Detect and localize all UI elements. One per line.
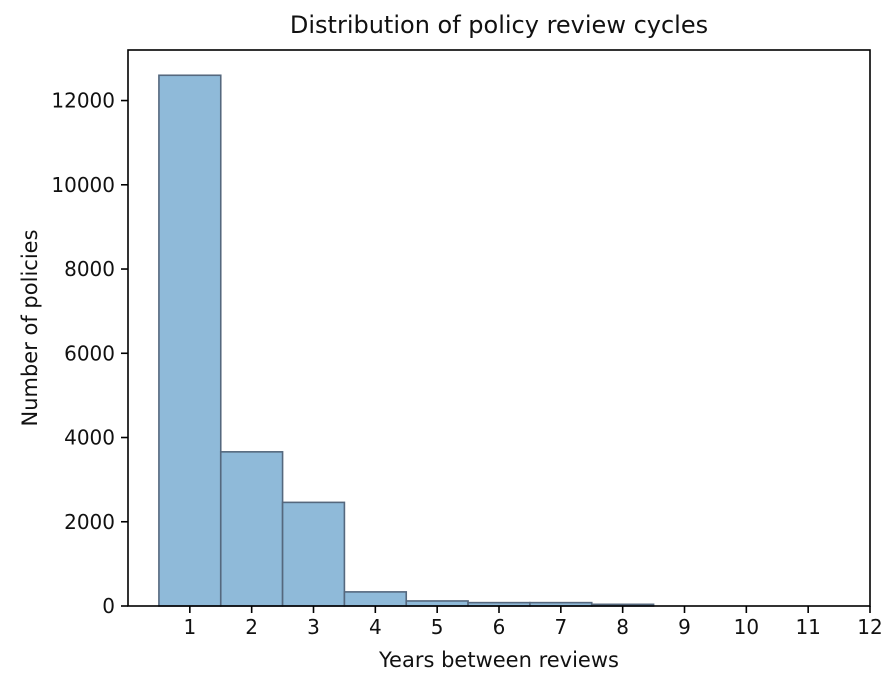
x-tick-label: 4 <box>369 615 382 639</box>
y-tick-label: 4000 <box>64 426 115 450</box>
histogram-bar <box>343 591 408 607</box>
y-axis-label: Number of policies <box>18 229 42 426</box>
histogram-bar <box>219 451 284 607</box>
x-axis-label: Years between reviews <box>378 648 619 672</box>
y-tick-label: 10000 <box>51 173 115 197</box>
x-tick-label: 6 <box>493 615 506 639</box>
chart-title: Distribution of policy review cycles <box>290 11 708 39</box>
x-tick-label: 8 <box>616 615 629 639</box>
x-tick-label: 2 <box>245 615 258 639</box>
x-tick-label: 1 <box>183 615 196 639</box>
x-tick-label: 10 <box>734 615 759 639</box>
x-tick-label: 12 <box>857 615 882 639</box>
x-tick-label: 9 <box>678 615 691 639</box>
y-tick-label: 12000 <box>51 89 115 113</box>
y-tick-label: 8000 <box>64 257 115 281</box>
x-tick-label: 5 <box>431 615 444 639</box>
y-tick-label: 2000 <box>64 510 115 534</box>
histogram-bar <box>158 74 222 607</box>
histogram-bar <box>281 501 346 607</box>
y-tick-label: 6000 <box>64 341 115 365</box>
y-tick-label: 0 <box>102 594 115 618</box>
x-tick-label: 3 <box>307 615 320 639</box>
plot-area: 1 2 3 4 5 6 7 8 9 10 11 120200040006000800010000120… <box>51 49 883 639</box>
x-tick-label: 11 <box>795 615 820 639</box>
x-tick-label: 7 <box>554 615 567 639</box>
